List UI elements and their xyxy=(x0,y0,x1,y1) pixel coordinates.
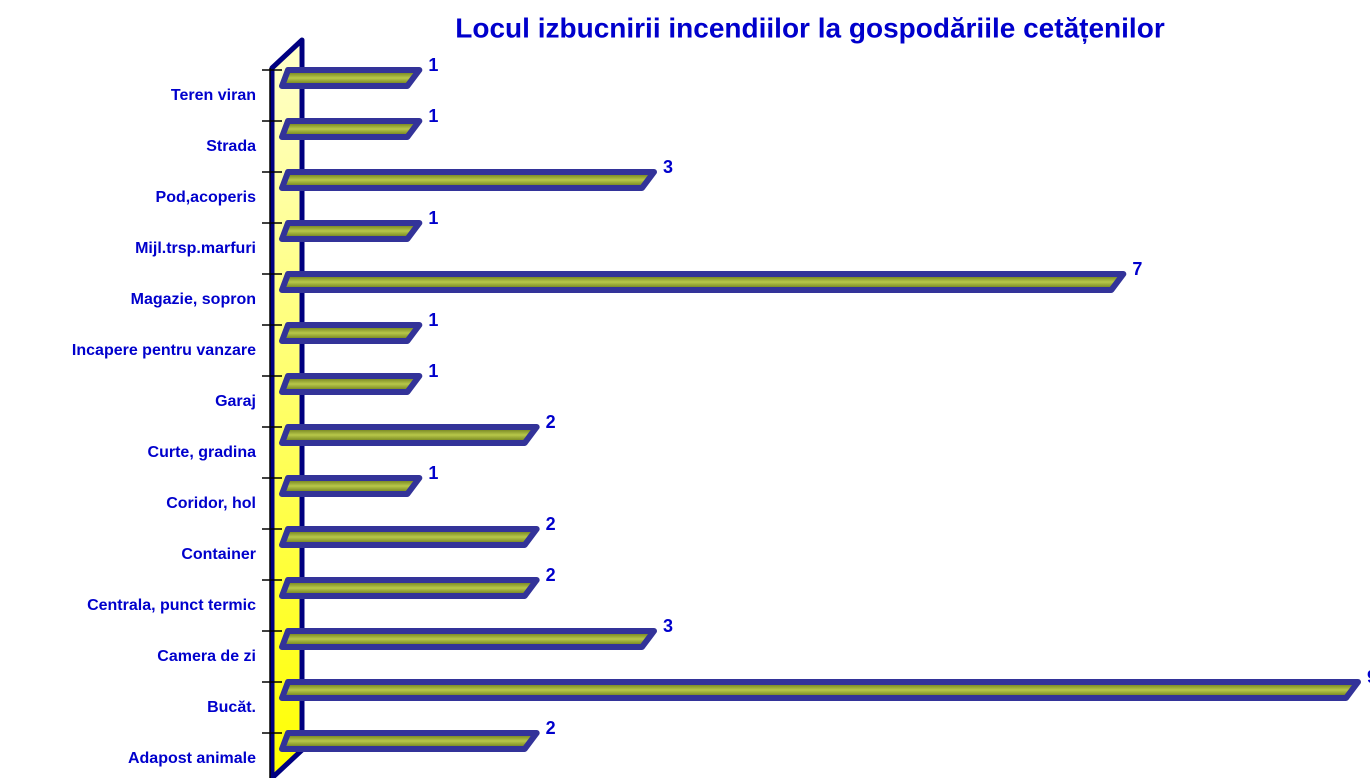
value-label: 7 xyxy=(1132,259,1142,279)
category-label: Strada xyxy=(206,138,256,155)
bar xyxy=(279,475,423,497)
category-label: Garaj xyxy=(215,393,256,410)
bar xyxy=(279,373,423,395)
bar xyxy=(279,271,1127,293)
value-label: 1 xyxy=(428,208,438,228)
bar xyxy=(279,730,540,752)
bar xyxy=(279,577,540,599)
chart-title: Locul izbucnirii incendiilor la gospodăr… xyxy=(455,12,1165,43)
category-label: Coridor, hol xyxy=(166,495,256,512)
value-label: 1 xyxy=(428,106,438,126)
bar xyxy=(279,526,540,548)
value-label: 2 xyxy=(546,514,556,534)
category-label: Adapost animale xyxy=(128,750,256,767)
category-label: Centrala, punct termic xyxy=(87,597,256,614)
category-label: Teren viran xyxy=(171,87,256,104)
category-label: Container xyxy=(181,546,256,563)
bar xyxy=(279,67,423,89)
category-label: Incapere pentru vanzare xyxy=(72,342,256,359)
value-label: 1 xyxy=(428,55,438,75)
category-label: Camera de zi xyxy=(157,648,256,665)
bar xyxy=(279,628,657,650)
bar xyxy=(279,679,1361,701)
value-label: 1 xyxy=(428,463,438,483)
value-label: 1 xyxy=(428,361,438,381)
category-label: Magazie, sopron xyxy=(131,291,256,308)
value-label: 9 xyxy=(1367,667,1370,687)
bar xyxy=(279,169,657,191)
category-label: Mijl.trsp.marfuri xyxy=(135,240,256,257)
bar xyxy=(279,322,423,344)
bar xyxy=(279,220,423,242)
category-label: Bucăt. xyxy=(207,699,256,716)
category-label: Pod,acoperis xyxy=(156,189,257,206)
category-label: Curte, gradina xyxy=(148,444,257,461)
value-label: 3 xyxy=(663,157,673,177)
value-label: 3 xyxy=(663,616,673,636)
value-label: 2 xyxy=(546,412,556,432)
axis-wall xyxy=(269,37,305,781)
bar xyxy=(279,424,540,446)
value-label: 2 xyxy=(546,718,556,738)
value-label: 1 xyxy=(428,310,438,330)
value-label: 2 xyxy=(546,565,556,585)
bar xyxy=(279,118,423,140)
